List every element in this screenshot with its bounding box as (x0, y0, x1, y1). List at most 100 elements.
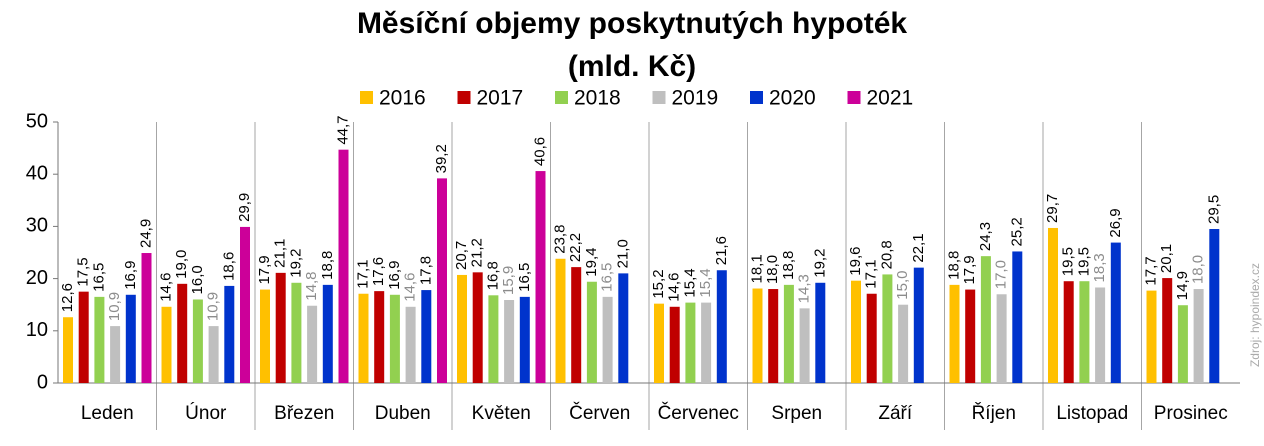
bar (815, 282, 826, 383)
bar (519, 296, 530, 383)
value-label: 19,4 (583, 248, 600, 277)
y-tick-label: 20 (26, 267, 48, 289)
value-label: 10,9 (106, 292, 123, 321)
bar (768, 289, 779, 383)
value-label: 18,0 (1190, 255, 1207, 284)
bar (488, 295, 499, 383)
bar (571, 267, 582, 383)
bar (78, 291, 89, 383)
legend-label: 2019 (672, 87, 719, 110)
y-tick-label: 30 (26, 215, 48, 237)
bar (949, 284, 960, 383)
value-label: 18,8 (319, 251, 336, 280)
x-tick-label: Srpen (771, 403, 822, 424)
value-label: 15,4 (681, 268, 698, 297)
x-tick-label: Listopad (1056, 403, 1128, 424)
x-tick-label: Červenec (658, 402, 739, 424)
value-label: 14,6 (666, 273, 683, 302)
x-tick-label: Prosinec (1154, 403, 1228, 424)
bar (654, 303, 664, 383)
legend-label: 2016 (379, 87, 426, 110)
value-label: 15,9 (500, 266, 517, 295)
legend-swatch (750, 91, 763, 104)
legend-swatch (652, 91, 666, 104)
value-label: 22,1 (910, 233, 927, 262)
x-tick-label: Květen (472, 403, 531, 424)
value-label: 17,0 (993, 260, 1010, 289)
value-label: 19,5 (1075, 247, 1092, 276)
bar (125, 294, 136, 383)
bar (275, 272, 286, 383)
x-tick-label: Únor (185, 402, 227, 424)
bar (192, 299, 203, 383)
bar (457, 274, 467, 383)
bar (1177, 305, 1188, 383)
bar (161, 306, 172, 383)
value-label: 14,6 (157, 273, 174, 302)
value-label: 20,8 (878, 240, 895, 269)
bar (358, 293, 369, 383)
value-label: 10,9 (205, 292, 222, 321)
bar (555, 258, 566, 383)
bar (389, 294, 400, 383)
legend-label: 2020 (769, 87, 816, 110)
bar (307, 305, 318, 383)
bar (882, 274, 893, 383)
legend-swatch (457, 91, 471, 104)
value-label: 18,8 (945, 251, 962, 280)
value-label: 16,9 (122, 261, 139, 290)
value-label: 15,4 (697, 268, 714, 297)
x-tick-label: Říjen (972, 402, 1016, 424)
value-label: 23,8 (551, 225, 568, 254)
value-label: 17,1 (354, 260, 371, 289)
y-tick-label: 50 (26, 110, 48, 132)
bar (669, 306, 680, 383)
value-label: 16,5 (599, 263, 616, 292)
value-label: 18,0 (764, 255, 781, 284)
x-tick-label: Leden (81, 403, 134, 424)
value-label: 14,3 (796, 274, 813, 303)
bar (685, 302, 696, 383)
value-label: 17,7 (1142, 256, 1159, 285)
bar (374, 291, 385, 383)
bar (1095, 287, 1106, 383)
bar (783, 284, 794, 383)
value-label: 21,6 (713, 236, 730, 265)
value-label: 14,9 (1174, 271, 1191, 300)
value-label: 40,6 (531, 137, 548, 166)
bar (63, 317, 73, 383)
chart-title: Měsíční objemy poskytnutých hypoték (357, 7, 907, 40)
bar (1063, 281, 1074, 383)
value-label: 14,6 (402, 273, 419, 302)
y-tick-label: 10 (26, 319, 48, 341)
value-label: 29,7 (1044, 194, 1061, 223)
value-label: 29,5 (1205, 195, 1222, 224)
value-label: 18,8 (780, 251, 797, 280)
bar (980, 256, 991, 383)
bar (913, 267, 924, 383)
bar (965, 289, 976, 383)
bar (405, 306, 416, 383)
value-label: 29,9 (236, 193, 253, 222)
y-tick-label: 0 (37, 371, 48, 393)
value-label: 19,5 (1060, 247, 1077, 276)
bar (1209, 229, 1220, 383)
bar (437, 178, 447, 383)
bar (586, 281, 597, 383)
x-tick-label: Září (878, 403, 913, 424)
x-tick-label: Duben (375, 403, 431, 424)
value-label: 20,1 (1158, 244, 1175, 273)
bar (1048, 227, 1058, 383)
value-label: 17,9 (256, 255, 273, 284)
bar (504, 300, 515, 383)
bar (716, 270, 727, 383)
bar (1146, 290, 1157, 383)
bar (224, 285, 235, 383)
legend-swatch (847, 91, 861, 104)
value-label: 17,9 (961, 255, 978, 284)
value-label: 15,2 (650, 269, 667, 298)
value-label: 14,8 (303, 272, 320, 301)
value-label: 16,5 (90, 263, 107, 292)
value-label: 19,6 (847, 246, 864, 275)
